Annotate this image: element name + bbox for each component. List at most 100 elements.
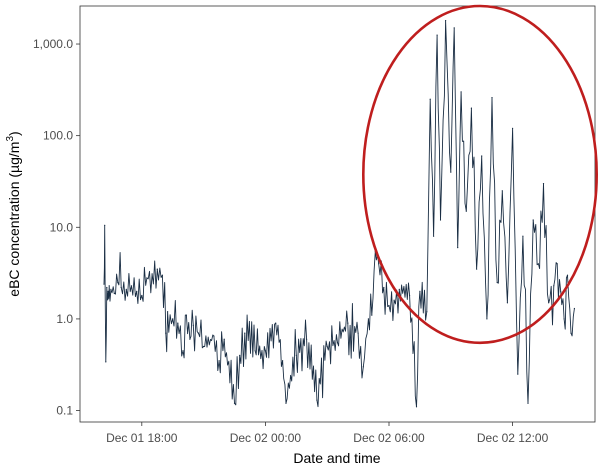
data-point — [130, 285, 133, 287]
data-point — [117, 281, 119, 284]
data-point — [136, 290, 138, 292]
data-point — [532, 219, 534, 221]
data-point — [185, 314, 187, 316]
data-point — [460, 91, 462, 93]
y-tick-label: 10.0 — [50, 220, 74, 234]
data-point — [223, 338, 225, 340]
data-point — [556, 263, 558, 265]
x-tick-label: Dec 02 06:00 — [353, 431, 425, 445]
data-point — [357, 332, 359, 334]
data-point — [282, 360, 284, 362]
data-point — [419, 290, 421, 292]
y-tick-label: 1.0 — [56, 312, 73, 326]
data-point — [560, 290, 562, 292]
data-point — [107, 290, 109, 292]
data-point — [151, 273, 153, 275]
data-point — [398, 288, 400, 290]
data-point — [182, 350, 184, 352]
data-point — [548, 302, 550, 304]
data-point — [563, 318, 565, 320]
data-point — [239, 354, 241, 356]
data-point — [106, 286, 108, 289]
data-point — [481, 155, 483, 157]
data-point — [537, 263, 540, 265]
data-point — [275, 322, 277, 324]
x-axis: Dec 01 18:00 Dec 02 00:00 Dec 02 06:00 Dec … — [106, 422, 549, 445]
y-tick-label: 0.1 — [56, 404, 73, 418]
data-point — [347, 322, 349, 324]
plot-panel-border — [79, 5, 596, 423]
data-point — [491, 97, 493, 99]
data-point — [218, 360, 220, 362]
data-point — [371, 314, 373, 316]
data-point — [573, 307, 576, 310]
data-point — [285, 402, 287, 404]
data-point — [113, 292, 115, 294]
data-point — [167, 311, 169, 313]
data-point — [244, 332, 246, 334]
y-axis-title: eBC concentration (µg/m3) — [5, 131, 22, 296]
data-point — [506, 302, 508, 304]
data-point — [104, 224, 106, 226]
data-point — [336, 342, 339, 344]
data-point — [233, 402, 236, 404]
x-axis-title: Date and time — [293, 450, 380, 466]
data-point — [517, 373, 519, 375]
data-point — [367, 318, 369, 320]
series-line — [103, 20, 575, 408]
data-point — [177, 322, 179, 324]
data-point — [470, 107, 472, 109]
data-point — [527, 402, 529, 404]
data-point — [264, 350, 266, 352]
data-point — [542, 183, 545, 185]
data-point — [445, 20, 447, 22]
y-axis: 0.1 1.0 10.0 100.0 1,000.0 — [33, 37, 80, 418]
data-point — [383, 286, 385, 289]
data-point — [156, 268, 158, 270]
data-point — [362, 366, 364, 368]
data-point — [192, 324, 194, 326]
data-point — [213, 335, 215, 337]
data-point — [295, 354, 297, 356]
data-point — [439, 219, 442, 221]
data-point — [429, 98, 431, 100]
data-point — [103, 283, 105, 285]
data-point — [146, 277, 148, 279]
data-point — [426, 311, 428, 313]
data-point — [326, 345, 328, 348]
data-point — [254, 350, 256, 352]
data-point — [189, 338, 191, 340]
highlight-ellipse — [361, 4, 598, 345]
data-point — [105, 361, 107, 363]
data-point — [501, 190, 503, 192]
y-tick-label: 1,000.0 — [33, 37, 73, 51]
data-point — [409, 294, 411, 297]
data-point — [388, 304, 390, 307]
x-tick-label: Dec 01 18:00 — [106, 431, 178, 445]
data-point — [415, 406, 418, 408]
data-point — [108, 285, 110, 287]
x-tick-label: Dec 02 00:00 — [230, 431, 302, 445]
data-point — [496, 281, 498, 284]
annotation-layer — [361, 4, 598, 345]
data-point — [393, 299, 395, 301]
data-point — [316, 399, 318, 401]
data-point — [566, 274, 569, 276]
y-axis-title-main: eBC concentration (µg/m — [6, 142, 22, 297]
data-point — [165, 332, 167, 334]
series-layer — [103, 20, 576, 408]
data-point — [433, 235, 435, 237]
y-axis-title-superscript: 3 — [5, 136, 16, 142]
data-point — [120, 286, 122, 289]
data-point — [378, 263, 380, 265]
data-point — [110, 288, 112, 290]
data-point — [476, 268, 478, 270]
x-tick-label: Dec 02 12:00 — [477, 431, 549, 445]
data-point — [141, 294, 143, 297]
data-point — [570, 332, 572, 334]
data-point — [457, 247, 459, 249]
data-point — [453, 27, 455, 29]
data-point — [161, 274, 163, 276]
